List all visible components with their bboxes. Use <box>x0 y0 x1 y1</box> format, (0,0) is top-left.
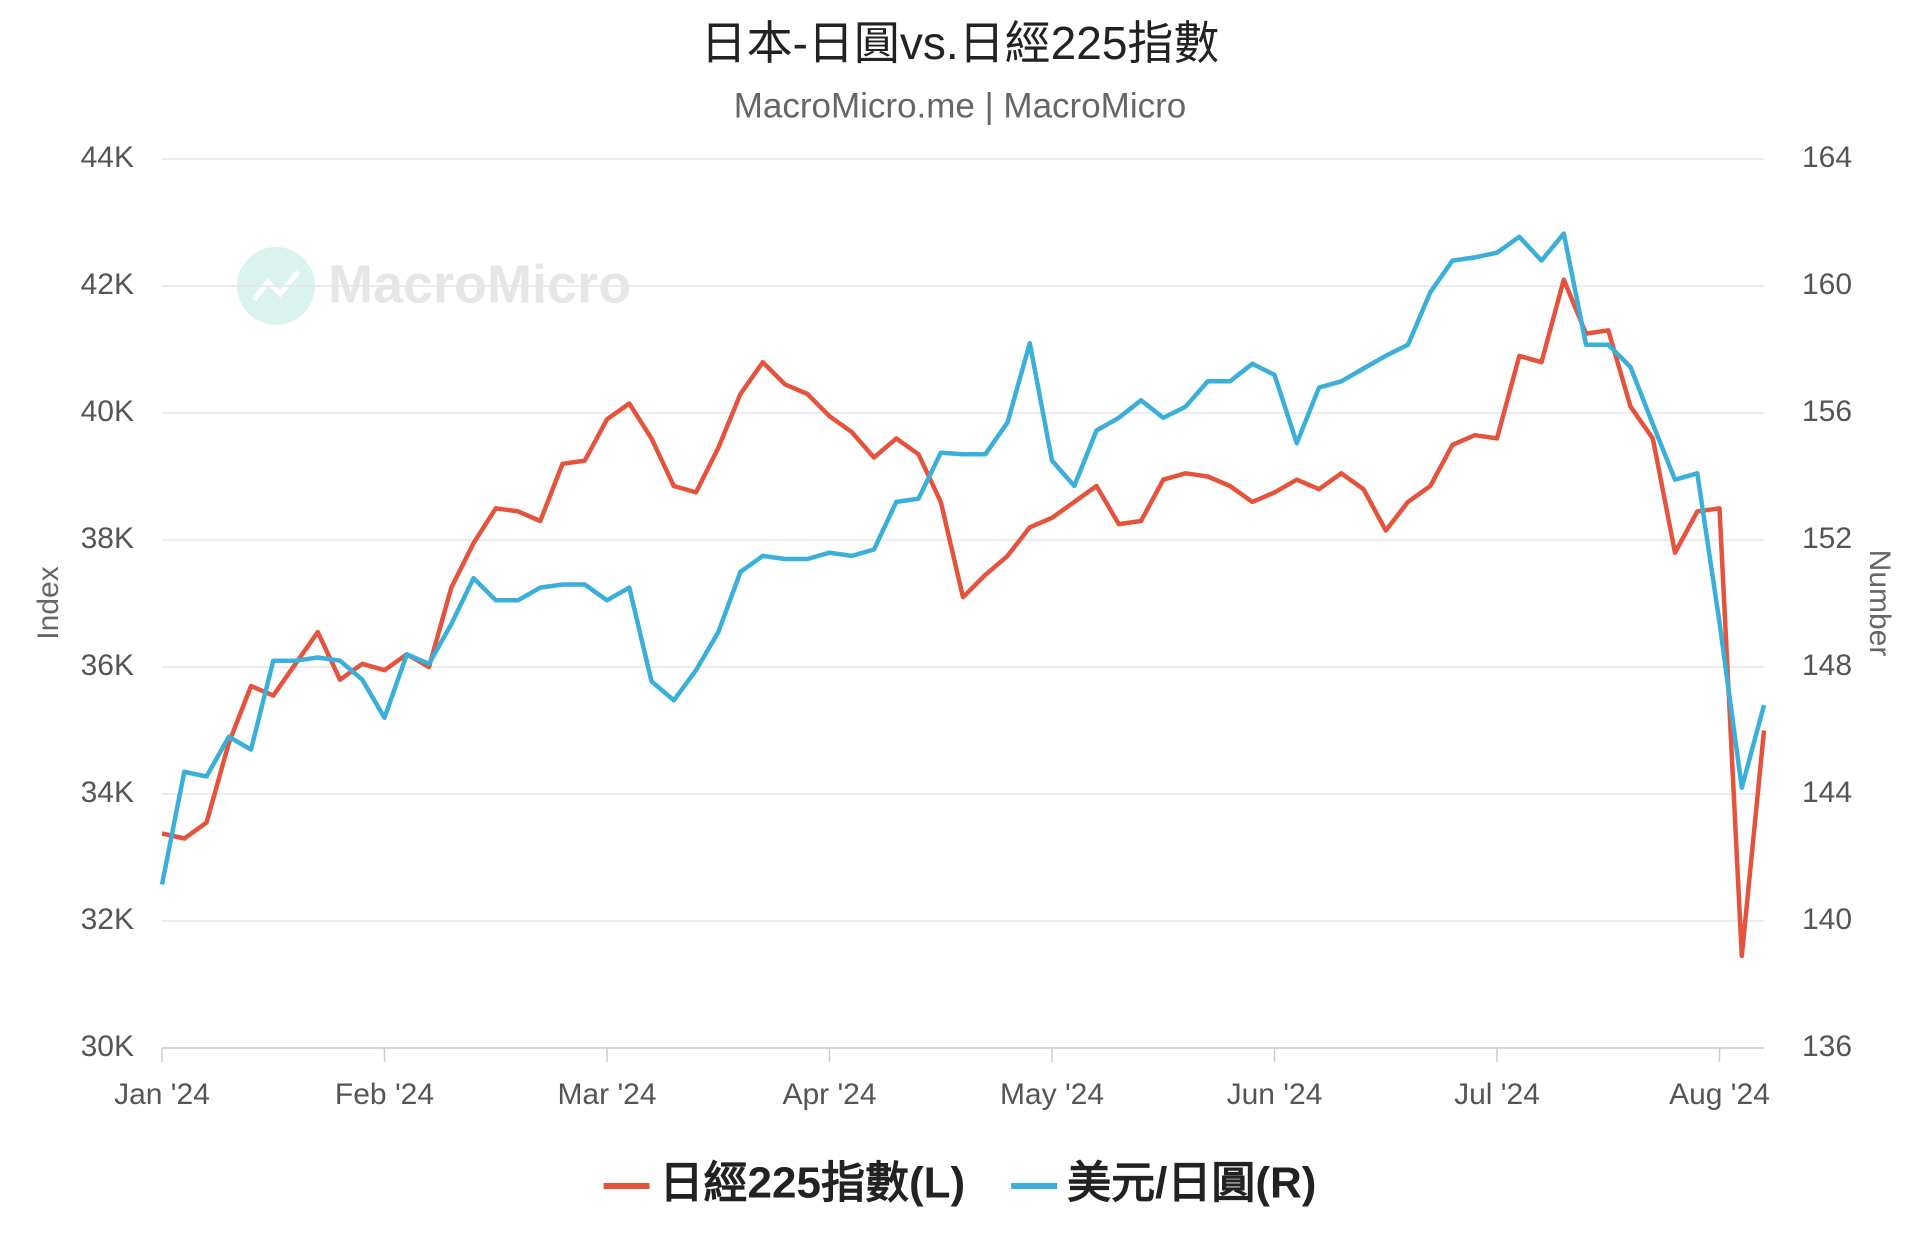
y-tick-label: 32K <box>81 903 134 936</box>
y2-tick-label: 160 <box>1802 268 1852 301</box>
x-tick-label: Jul '24 <box>1454 1078 1540 1111</box>
watermark-logo-line <box>252 270 300 302</box>
y-tick-label: 42K <box>81 268 134 301</box>
y2-tick-label: 148 <box>1802 649 1852 682</box>
y-tick-label: 36K <box>81 649 134 682</box>
x-tick-label: Mar '24 <box>557 1078 656 1111</box>
y2-axis-title: Number <box>1863 550 1896 657</box>
x-tick-label: May '24 <box>1000 1078 1104 1111</box>
y2-tick-label: 136 <box>1802 1030 1852 1063</box>
legend: 日經225指數(L) 美元/日圓(R) <box>603 1159 1316 1208</box>
y-tick-label: 44K <box>81 141 134 174</box>
x-tick-label: Apr '24 <box>782 1078 876 1111</box>
y-tick-label: 30K <box>81 1030 134 1063</box>
series-line <box>159 231 1767 885</box>
y-tick-label: 34K <box>81 776 134 809</box>
chart-title: 日本-日圓vs.日經225指數 <box>701 17 1220 69</box>
y2-tick-label: 140 <box>1802 903 1852 936</box>
x-tick-label: Aug '24 <box>1669 1078 1770 1111</box>
y2-tick-label: 144 <box>1802 776 1852 809</box>
y2-tick-label: 156 <box>1802 395 1852 428</box>
watermark: MacroMicro <box>237 247 631 325</box>
x-tick-label: Jan '24 <box>114 1078 210 1111</box>
legend-label: 日經225指數(L) <box>660 1159 966 1208</box>
x-tick-label: Feb '24 <box>335 1078 434 1111</box>
y2-tick-label: 152 <box>1802 522 1852 555</box>
y-tick-label: 38K <box>81 522 134 555</box>
chart-subtitle: MacroMicro.me | MacroMicro <box>734 86 1186 125</box>
y-axis-title: Index <box>32 566 65 639</box>
watermark-text: MacroMicro <box>328 254 631 314</box>
legend-label: 美元/日圓(R) <box>1067 1159 1316 1208</box>
x-tick-label: Jun '24 <box>1227 1078 1323 1111</box>
series-line <box>161 277 1767 959</box>
y2-tick-label: 164 <box>1802 141 1852 174</box>
y-tick-label: 40K <box>81 395 134 428</box>
